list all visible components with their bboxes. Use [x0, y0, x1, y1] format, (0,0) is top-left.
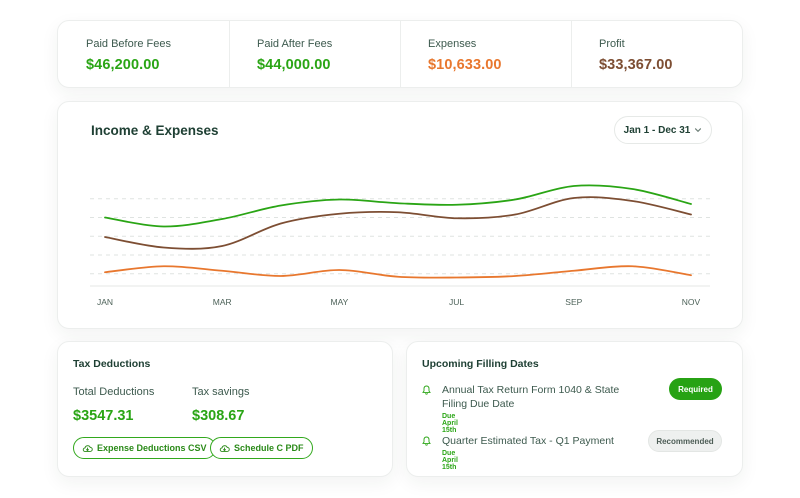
total-deductions-label: Total Deductions — [73, 386, 155, 398]
bell-icon — [422, 436, 431, 446]
stat-profit: Profit $33,367.00 — [571, 21, 742, 87]
tax-savings-label: Tax savings — [192, 386, 250, 398]
x-tick-label: MAR — [213, 297, 232, 307]
expense-deductions-csv-label: Expense Deductions CSV — [97, 443, 207, 453]
x-tick-label: JUL — [449, 297, 464, 307]
tax-deductions-title: Tax Deductions — [73, 358, 151, 370]
tax-savings-value: $308.67 — [192, 408, 245, 424]
summary-stats-card: Paid Before Fees $46,200.00 Paid After F… — [57, 20, 743, 88]
stat-value: $44,000.00 — [257, 57, 331, 73]
x-tick-label: SEP — [565, 297, 582, 307]
schedule-c-pdf-label: Schedule C PDF — [234, 443, 304, 453]
total-deductions: Total Deductions $3547.31 — [73, 386, 154, 424]
expense-deductions-csv-button[interactable]: Expense Deductions CSV — [73, 437, 216, 459]
stat-label: Paid After Fees — [257, 38, 333, 50]
filing-item-title: Quarter Estimated Tax - Q1 Payment — [442, 435, 614, 447]
cloud-download-icon — [82, 444, 93, 452]
filing-item-due: Due April 15th — [442, 413, 458, 434]
recommended-badge: Recommended — [648, 430, 722, 452]
chevron-down-icon — [695, 128, 702, 133]
income-expenses-card: JAN MAR MAY JUL SEP NOV Income & Expenses Jan… — [57, 101, 743, 329]
cloud-download-icon — [219, 444, 230, 452]
series-line-green — [104, 184, 692, 228]
stat-value: $46,200.00 — [86, 57, 160, 73]
schedule-c-pdf-button[interactable]: Schedule C PDF — [210, 437, 313, 459]
tax-deductions-card: Tax Deductions Total Deductions $3547.31… — [57, 341, 393, 477]
filing-item-due: Due April 15th — [442, 450, 458, 471]
stat-paid-after-fees: Paid After Fees $44,000.00 — [229, 21, 400, 87]
date-range-dropdown[interactable]: Jan 1 - Dec 31 — [614, 116, 712, 144]
tax-savings: Tax savings $308.67 — [192, 386, 249, 424]
income-expenses-chart: JAN MAR MAY JUL SEP NOV — [90, 184, 710, 307]
x-tick-label: MAY — [331, 297, 349, 307]
chart-title: Income & Expenses — [91, 123, 219, 138]
stat-paid-before-fees: Paid Before Fees $46,200.00 — [58, 21, 229, 87]
required-badge: Required — [669, 378, 722, 400]
stat-label: Paid Before Fees — [86, 38, 171, 50]
date-range-label: Jan 1 - Dec 31 — [623, 124, 691, 136]
stat-value: $10,633.00 — [428, 57, 502, 73]
filing-item-title: Annual Tax Return Form 1040 & State Fili… — [442, 384, 620, 410]
series-line-orange — [104, 265, 692, 279]
series-line-brown — [104, 196, 692, 250]
upcoming-filing-dates-card: Upcoming Filling Dates Annual Tax Return… — [406, 341, 743, 477]
filing-dates-title: Upcoming Filling Dates — [422, 358, 539, 370]
stat-label: Profit — [599, 38, 625, 50]
x-tick-label: JAN — [97, 297, 113, 307]
total-deductions-value: $3547.31 — [73, 408, 134, 424]
x-tick-label: NOV — [682, 297, 701, 307]
stat-value: $33,367.00 — [599, 57, 673, 73]
bell-icon — [422, 385, 431, 395]
stat-label: Expenses — [428, 38, 477, 50]
stat-expenses: Expenses $10,633.00 — [400, 21, 571, 87]
